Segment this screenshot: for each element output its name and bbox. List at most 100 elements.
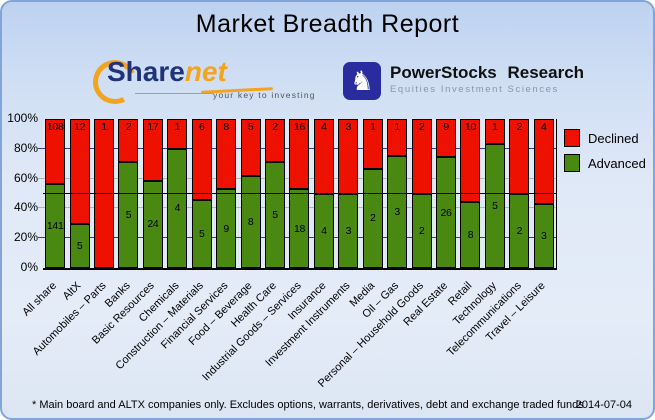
declined-segment: 17 [142, 119, 163, 181]
advanced-count-label: 4 [321, 224, 327, 237]
y-axis-tick-label: 80% [13, 140, 38, 155]
y-axis-tick-label: 40% [13, 200, 38, 215]
declined-count-label: 108 [46, 121, 64, 133]
advanced-count-label: 5 [492, 199, 498, 212]
advanced-count-label: 3 [394, 206, 400, 219]
declined-segment: 2 [265, 119, 286, 162]
x-axis-label: Technology [451, 279, 500, 328]
advanced-count-label: 26 [440, 206, 452, 219]
stacked-bar-1: 12 5 [69, 119, 90, 268]
advanced-count-label: 8 [467, 228, 474, 241]
advanced-segment: 26 [436, 157, 457, 268]
advanced-segment: 3 [338, 193, 359, 268]
declined-segment: 1 [94, 119, 115, 268]
legend-label-advanced: Advanced [588, 155, 646, 171]
declined-count-label: 8 [223, 121, 229, 133]
advanced-count-label: 18 [293, 222, 306, 235]
advanced-segment: 5 [69, 224, 90, 268]
declined-count-label: 1 [174, 121, 181, 133]
declined-segment: 8 [216, 119, 237, 190]
advanced-segment: 9 [216, 189, 237, 268]
x-axis-label-box: Health Care [75, 274, 279, 330]
x-axis-label: Banks [102, 279, 133, 310]
x-axis-label: Retail [446, 279, 475, 309]
sharenet-wordmark-net: net [184, 56, 227, 87]
x-axis-label: Automobiles – Parts [30, 279, 109, 358]
footer-date: 2014-07-04 [575, 399, 632, 411]
knight-chess-icon: ♞ [343, 62, 381, 100]
sharenet-wordmark: Sharenet [107, 56, 227, 88]
advanced-count-label: 5 [199, 228, 205, 241]
x-axis-label-box: Chemicals [2, 274, 182, 325]
declined-count-label: 4 [541, 121, 547, 133]
advanced-segment: 5 [484, 143, 505, 268]
legend-label-declined: Declined [588, 130, 639, 146]
y-axis: 0% 20% 40% 60% 80% 100% [2, 111, 38, 274]
declined-segment: 16 [289, 119, 310, 190]
advanced-segment: 5 [265, 161, 286, 268]
declined-count-label: 2 [272, 121, 278, 133]
advanced-count-label: 24 [147, 218, 159, 231]
declined-segment: 2 [411, 119, 432, 194]
powerstocks-text: PowerStocks Research Equities Investment… [390, 63, 584, 95]
y-tick-60 [38, 177, 43, 179]
stacked-bar-16: 9 26 [436, 119, 457, 268]
gridline-50-midline [43, 192, 556, 194]
x-axis-label-box: Banks [2, 274, 133, 310]
declined-count-label: 12 [74, 121, 86, 133]
x-axis-label: Telecommunications [444, 279, 524, 359]
advanced-count-label: 3 [345, 224, 352, 237]
declined-count-label: 2 [516, 121, 523, 133]
declined-count-label: 2 [418, 121, 425, 133]
x-axis-label-box: Personal – Household Goods [222, 274, 426, 390]
declined-segment: 1 [362, 119, 383, 169]
sharenet-tagline: your key to investing [213, 90, 316, 100]
x-axis-label-box: All share [2, 274, 60, 319]
y-axis-tick-label: 20% [13, 230, 38, 245]
advanced-segment: 3 [387, 156, 408, 268]
declined-segment: 10 [460, 119, 481, 202]
x-axis-label: Personal – Household Goods [315, 279, 426, 390]
advanced-count-label: 5 [272, 208, 278, 221]
advanced-segment: 8 [240, 176, 261, 268]
declined-segment: 12 [69, 119, 90, 225]
x-axis-label-box: Investment Instruments [148, 274, 352, 369]
advanced-count-label: 2 [370, 212, 376, 225]
y-axis-tick-label: 0% [20, 260, 38, 274]
declined-count-label: 10 [464, 121, 477, 133]
declined-count-label: 4 [321, 121, 327, 133]
x-axis-label: Media [347, 279, 378, 310]
x-axis-label: All share [20, 279, 60, 319]
declined-segment: 1 [484, 119, 505, 144]
stacked-bar-17: 10 8 [460, 119, 481, 268]
x-axis-label-box: Food – Beverage [51, 274, 255, 348]
footer-note: * Main board and ALTX companies only. Ex… [32, 399, 584, 411]
advanced-count-label: 141 [46, 219, 64, 232]
advanced-count-label: 3 [541, 230, 547, 243]
stacked-bar-0: 108 141 [45, 119, 66, 268]
x-axis-label-box: Media [173, 274, 377, 310]
advanced-segment: 2 [362, 168, 383, 268]
x-axis-label-box: Travel – Leisure [344, 274, 548, 344]
declined-count-label: 3 [345, 121, 352, 133]
x-axis-label-box: Financial Services [26, 274, 231, 352]
advanced-segment: 8 [460, 201, 481, 268]
advanced-count-label: 5 [125, 208, 132, 221]
x-axis-label-box: Oil – Gas [197, 274, 402, 321]
x-axis-label: Food – Beverage [186, 279, 255, 348]
advanced-count-label: 5 [76, 240, 83, 253]
sharenet-wordmark-share: Share [107, 56, 185, 87]
stacked-bar-2: 1 [94, 119, 115, 268]
chart-legend: Declined Advanced [564, 129, 646, 179]
declined-segment: 4 [533, 119, 554, 205]
declined-count-label: 16 [293, 121, 306, 133]
x-axis-label: Health Care [229, 279, 280, 330]
x-axis-label-box: Construction – Materials [2, 274, 206, 372]
